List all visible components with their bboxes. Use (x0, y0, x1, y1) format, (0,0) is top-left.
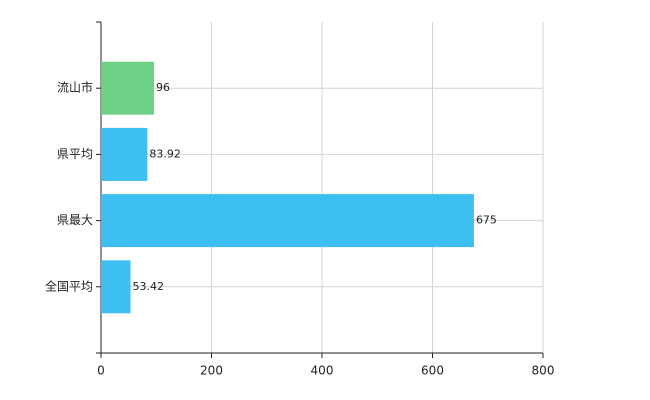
value-label: 96 (156, 81, 170, 94)
bar (101, 127, 148, 181)
bar (101, 260, 131, 314)
y-tick-label: 県平均 (57, 147, 93, 161)
x-tick-label: 600 (421, 364, 444, 378)
y-tick-label: 全国平均 (45, 278, 93, 293)
x-tick-label: 0 (97, 364, 105, 378)
value-label: 53.42 (133, 280, 165, 293)
x-tick-label: 400 (311, 364, 334, 378)
y-tick-label: 県最大 (57, 213, 93, 227)
x-tick-label: 200 (200, 364, 223, 378)
bar (101, 194, 474, 248)
y-tick-label: 流山市 (57, 80, 93, 95)
bar (101, 61, 155, 115)
value-label: 675 (476, 214, 497, 227)
x-tick-label: 800 (532, 364, 555, 378)
value-label: 83.92 (149, 147, 181, 160)
